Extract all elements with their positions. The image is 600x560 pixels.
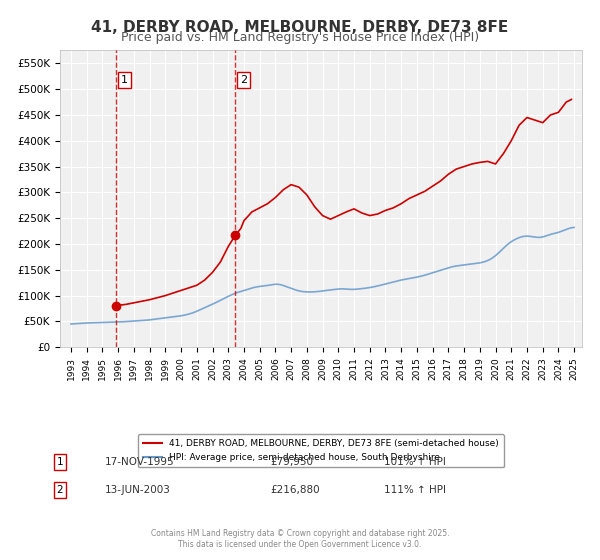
Text: 2: 2: [240, 75, 247, 85]
Text: 13-JUN-2003: 13-JUN-2003: [105, 485, 171, 495]
Text: 111% ↑ HPI: 111% ↑ HPI: [384, 485, 446, 495]
Legend: 41, DERBY ROAD, MELBOURNE, DERBY, DE73 8FE (semi-detached house), HPI: Average p: 41, DERBY ROAD, MELBOURNE, DERBY, DE73 8…: [138, 434, 504, 468]
Text: Contains HM Land Registry data © Crown copyright and database right 2025.
This d: Contains HM Land Registry data © Crown c…: [151, 529, 449, 549]
Text: 1: 1: [121, 75, 128, 85]
Text: 17-NOV-1995: 17-NOV-1995: [105, 457, 175, 467]
Text: 2: 2: [56, 485, 64, 495]
Text: 101% ↑ HPI: 101% ↑ HPI: [384, 457, 446, 467]
Text: Price paid vs. HM Land Registry's House Price Index (HPI): Price paid vs. HM Land Registry's House …: [121, 31, 479, 44]
Text: 1: 1: [56, 457, 64, 467]
Text: 41, DERBY ROAD, MELBOURNE, DERBY, DE73 8FE: 41, DERBY ROAD, MELBOURNE, DERBY, DE73 8…: [91, 20, 509, 35]
Text: £216,880: £216,880: [270, 485, 320, 495]
Text: £79,950: £79,950: [270, 457, 313, 467]
